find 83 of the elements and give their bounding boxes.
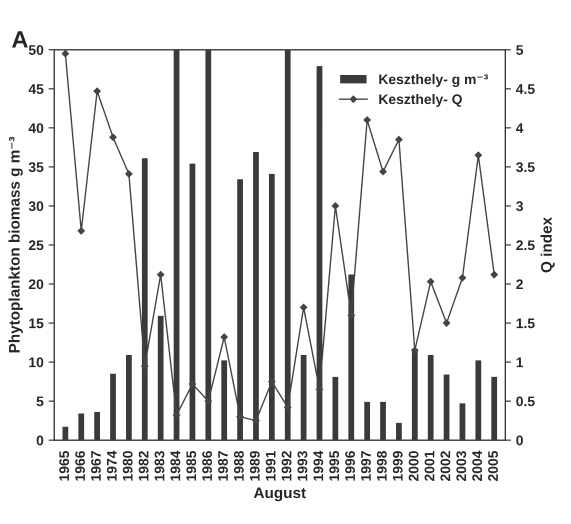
x-tick-label: 1992 <box>282 451 292 481</box>
x-tick-label: 1993 <box>298 451 308 481</box>
point <box>125 170 133 178</box>
y2-axis-title: Q index <box>540 217 555 272</box>
legend-label: Keszthely- g m⁻³ <box>379 74 488 87</box>
point <box>364 116 371 124</box>
legend-label: Keszthely- Q <box>379 94 462 107</box>
point <box>220 333 228 341</box>
point <box>252 417 260 424</box>
x-tick-label: 1988 <box>234 451 244 481</box>
y-tick-label: 40 <box>28 123 44 134</box>
x-tick-label: 1998 <box>376 451 387 481</box>
y-tick-label: 45 <box>28 84 44 94</box>
y-tick-label: 35 <box>28 162 44 172</box>
y2-tick-label: 1.5 <box>516 318 535 328</box>
point <box>348 312 355 319</box>
x-tick-label: 2001 <box>424 450 434 481</box>
x-tick-label: 1989 <box>250 451 260 481</box>
x-tick-label: 1985 <box>186 450 196 481</box>
x-tick-label: 1996 <box>345 451 355 481</box>
x-tick-label: 2004 <box>472 450 482 481</box>
point <box>284 404 292 412</box>
x-tick-label: 1999 <box>392 451 403 481</box>
y2-tick-label: 0 <box>516 435 523 446</box>
x-tick-label: 1997 <box>361 451 371 481</box>
y-tick-label: 0 <box>36 435 44 446</box>
point <box>268 378 276 386</box>
point <box>442 319 450 327</box>
x-tick-label: 1980 <box>122 451 133 481</box>
x-tick-label: 2003 <box>456 451 466 481</box>
x-tick-label: 1991 <box>266 450 276 481</box>
point <box>157 271 164 278</box>
y2-tick-label: 4.5 <box>516 84 535 94</box>
y2-tick-label: 2.5 <box>516 240 535 250</box>
point <box>474 152 482 159</box>
y-tick-label: 20 <box>28 279 44 290</box>
point <box>62 50 70 58</box>
x-axis-title: August <box>254 488 306 502</box>
point <box>109 134 117 141</box>
x-tick-label: 2002 <box>440 451 450 481</box>
point <box>204 397 212 405</box>
y2-tick-label: 2 <box>516 279 523 290</box>
y-tick-label: 15 <box>29 318 44 328</box>
y-tick-label: 25 <box>28 240 44 250</box>
y2-tick-label: 4 <box>516 123 524 133</box>
y2-tick-label: 1 <box>516 358 524 368</box>
x-tick-label: 1987 <box>218 451 228 481</box>
point <box>236 413 244 420</box>
x-tick-label: 1982 <box>138 451 149 481</box>
point <box>93 88 101 95</box>
point <box>332 202 340 210</box>
y2-tick-label: 5 <box>516 45 524 55</box>
x-tick-label: 1966 <box>75 451 85 481</box>
x-tick-label: 1974 <box>106 450 117 481</box>
x-tick-label: 1994 <box>313 450 324 481</box>
y-axis-title: Phytoplankton biomass g m⁻³ <box>8 136 23 352</box>
y-tick-label: 30 <box>28 201 44 212</box>
x-tick-label: 2005 <box>488 450 498 481</box>
point <box>411 346 418 354</box>
point <box>458 274 466 282</box>
point <box>188 380 196 388</box>
y-tick-label: 10 <box>29 357 44 368</box>
point <box>490 271 498 278</box>
x-tick-label: 1983 <box>154 451 164 481</box>
point <box>427 278 434 286</box>
x-tick-label: 2000 <box>408 451 419 481</box>
y-tick-label: 5 <box>36 396 44 406</box>
point <box>172 412 180 419</box>
y2-tick-label: 3.5 <box>516 162 535 172</box>
y2-tick-label: 3 <box>516 201 523 212</box>
x-tick-label: 1965 <box>59 450 70 481</box>
y-tick-label: 50 <box>28 45 44 55</box>
point <box>78 227 85 235</box>
y2-tick-label: 0.5 <box>516 396 535 406</box>
point <box>141 362 148 370</box>
x-tick-label: 1986 <box>202 451 212 481</box>
point <box>300 304 308 312</box>
x-tick-label: 1967 <box>91 451 101 481</box>
x-tick-label: 1995 <box>329 450 340 481</box>
x-tick-label: 1984 <box>170 450 180 481</box>
text: A <box>12 31 28 48</box>
point <box>395 136 403 144</box>
point <box>379 168 387 176</box>
